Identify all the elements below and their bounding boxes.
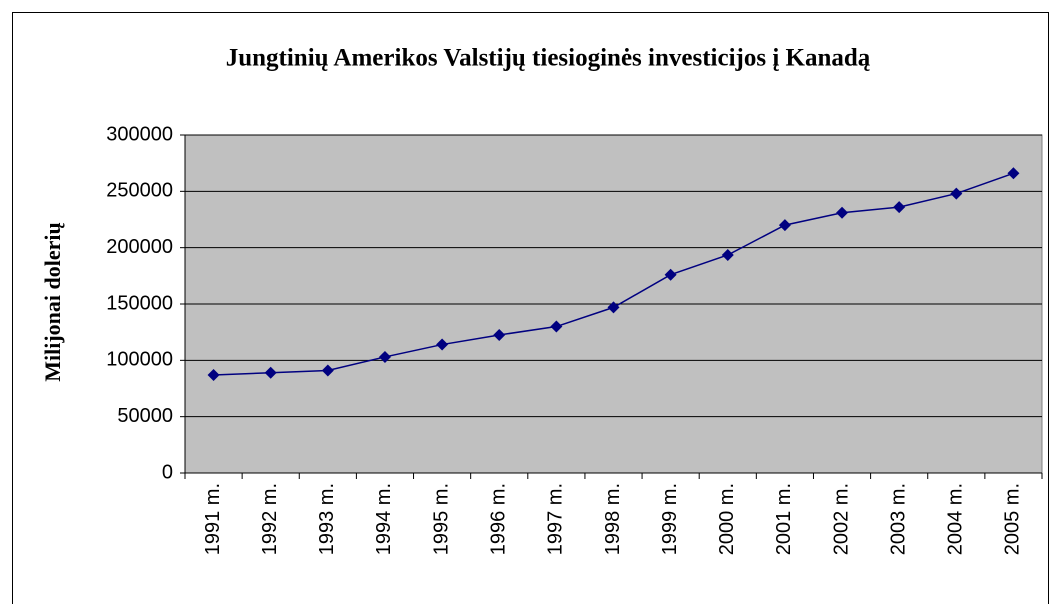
x-tick-label: 1995 m. bbox=[430, 483, 452, 555]
y-tick-label: 50000 bbox=[117, 405, 173, 427]
x-tick-label: 1999 m. bbox=[659, 483, 681, 555]
marker bbox=[950, 187, 963, 200]
marker bbox=[1007, 167, 1020, 180]
x-tick-label: 2001 m. bbox=[773, 483, 795, 555]
x-tick-label: 1998 m. bbox=[602, 483, 624, 555]
marker bbox=[836, 206, 849, 219]
marker bbox=[264, 366, 277, 379]
x-tick-label: 1997 m. bbox=[545, 483, 567, 555]
marker bbox=[664, 268, 677, 281]
y-tick-label: 150000 bbox=[106, 292, 173, 314]
y-tick-label: 300000 bbox=[106, 123, 173, 145]
marker bbox=[721, 248, 734, 261]
x-tick-label: 1993 m. bbox=[316, 483, 338, 555]
y-tick-label: 250000 bbox=[106, 180, 173, 202]
x-tick-label: 2003 m. bbox=[887, 483, 909, 555]
marker bbox=[493, 328, 506, 341]
marker bbox=[436, 338, 449, 351]
marker bbox=[378, 350, 391, 363]
x-tick-label: 1991 m. bbox=[202, 483, 224, 555]
marker bbox=[778, 219, 791, 232]
marker bbox=[207, 368, 220, 381]
chart-title: Jungtinių Amerikos Valstijų tiesioginės … bbox=[226, 45, 871, 72]
x-tick-label: 2004 m. bbox=[945, 483, 967, 555]
x-tick-label: 2002 m. bbox=[830, 483, 852, 555]
chart-frame bbox=[12, 12, 1049, 604]
y-axis-label: Milijonai dolerių bbox=[40, 222, 65, 382]
x-tick-label: 1992 m. bbox=[259, 483, 281, 555]
y-tick-label: 0 bbox=[162, 461, 173, 483]
x-tick-label: 2000 m. bbox=[716, 483, 738, 555]
x-tick-label: 2005 m. bbox=[1002, 483, 1024, 555]
x-tick-label: 1994 m. bbox=[373, 483, 395, 555]
marker bbox=[321, 364, 334, 377]
marker bbox=[550, 320, 563, 333]
y-tick-label: 100000 bbox=[106, 349, 173, 371]
x-tick-label: 1996 m. bbox=[488, 483, 510, 555]
marker bbox=[893, 201, 906, 214]
marker bbox=[607, 301, 620, 314]
y-tick-label: 200000 bbox=[106, 236, 173, 258]
